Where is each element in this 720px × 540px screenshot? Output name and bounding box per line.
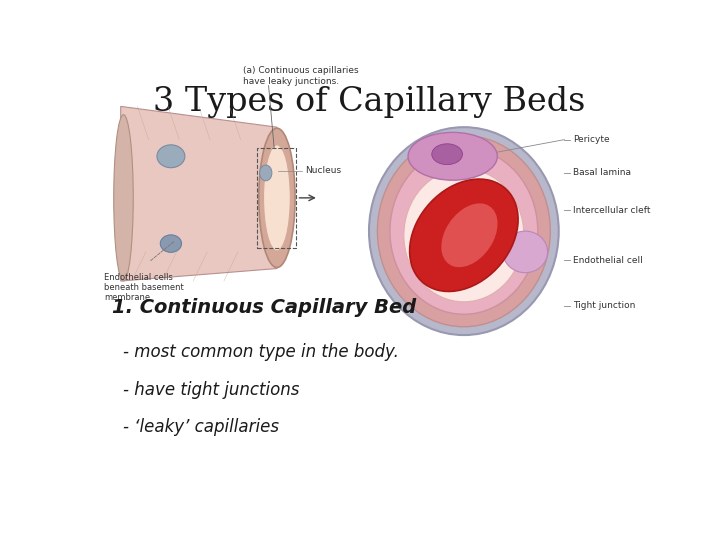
- Text: Endothelial cells
beneath basement
membrane: Endothelial cells beneath basement membr…: [104, 273, 184, 302]
- Text: (a) Continuous capillaries
have leaky junctions.: (a) Continuous capillaries have leaky ju…: [243, 66, 359, 85]
- Ellipse shape: [258, 128, 295, 267]
- Ellipse shape: [260, 165, 272, 181]
- Ellipse shape: [503, 231, 548, 273]
- Text: Nucleus: Nucleus: [305, 166, 341, 176]
- Polygon shape: [121, 106, 277, 281]
- Ellipse shape: [404, 168, 524, 302]
- Ellipse shape: [390, 148, 538, 314]
- Ellipse shape: [114, 114, 133, 281]
- Text: Intercellular cleft: Intercellular cleft: [572, 206, 650, 215]
- Ellipse shape: [377, 136, 550, 327]
- Text: Tight junction: Tight junction: [572, 301, 635, 310]
- Ellipse shape: [410, 179, 518, 292]
- Text: Pericyte: Pericyte: [572, 135, 609, 144]
- Text: 3 Types of Capillary Beds: 3 Types of Capillary Beds: [153, 85, 585, 118]
- Text: 1. Continuous Capillary Bed: 1. Continuous Capillary Bed: [112, 298, 417, 316]
- Ellipse shape: [161, 235, 181, 252]
- Ellipse shape: [441, 204, 498, 267]
- Bar: [258, 148, 297, 248]
- Ellipse shape: [432, 144, 462, 165]
- Text: - most common type in the body.: - most common type in the body.: [124, 343, 400, 361]
- Ellipse shape: [157, 145, 185, 168]
- Text: Basal lamina: Basal lamina: [572, 168, 631, 178]
- Text: - have tight junctions: - have tight junctions: [124, 381, 300, 399]
- Text: Endothelial cell: Endothelial cell: [572, 256, 642, 265]
- Ellipse shape: [408, 132, 498, 180]
- Text: - ‘leaky’ capillaries: - ‘leaky’ capillaries: [124, 418, 279, 436]
- Ellipse shape: [369, 127, 559, 335]
- Ellipse shape: [264, 145, 290, 251]
